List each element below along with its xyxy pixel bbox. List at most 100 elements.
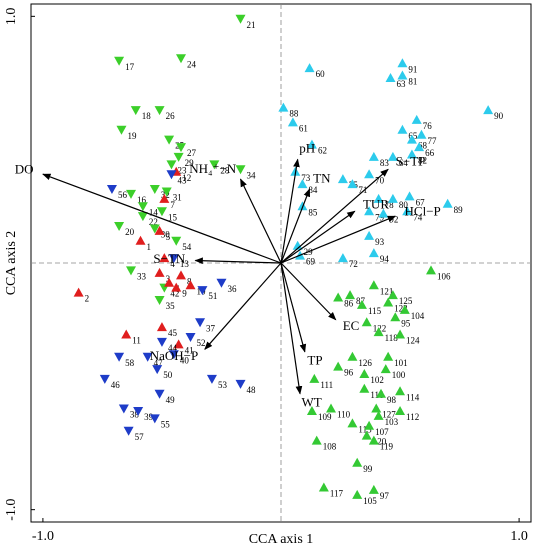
site-label: 112 (406, 412, 419, 422)
site-label: 105 (363, 496, 377, 506)
site-point (185, 280, 196, 290)
site-point (356, 299, 367, 309)
site-label: 12 (182, 173, 191, 183)
site-point (106, 185, 117, 194)
site-label: 93 (375, 237, 385, 247)
site-label: 117 (330, 489, 344, 499)
site-label: 96 (344, 368, 354, 378)
site-point (154, 296, 165, 305)
site-label: 80 (399, 200, 409, 210)
site-label: 1 (147, 242, 152, 252)
site-label: 104 (411, 311, 425, 321)
site-label: 33 (137, 271, 147, 281)
site-label: 95 (401, 318, 411, 328)
site-point (364, 206, 375, 216)
site-point (361, 317, 372, 327)
site-point (173, 339, 184, 349)
site-label: 44 (168, 343, 178, 353)
site-point (364, 420, 375, 430)
site-point (176, 143, 186, 153)
vector-label: DO (15, 162, 34, 177)
site-point (373, 327, 384, 337)
site-label: 85 (308, 207, 318, 217)
vector-label: TN (313, 171, 331, 186)
vector-arrow (204, 262, 282, 350)
site-label: 61 (299, 123, 308, 133)
site-point (206, 374, 217, 384)
site-label: 20 (125, 227, 135, 237)
vector-label: S−TN (153, 251, 186, 266)
site-point (154, 106, 165, 116)
site-label: 22 (149, 217, 158, 227)
site-label: 76 (423, 121, 433, 131)
site-point (166, 170, 177, 180)
site-point (373, 410, 384, 420)
site-point (373, 193, 384, 203)
site-label: 87 (356, 296, 366, 306)
site-label: 43 (177, 175, 187, 185)
site-label: 98 (387, 395, 397, 405)
site-point (359, 383, 370, 393)
site-label: 90 (494, 111, 504, 121)
site-point (176, 54, 186, 64)
site-label: 39 (144, 412, 154, 422)
site-point (306, 139, 317, 149)
vector-arrow (280, 168, 389, 264)
site-point (395, 329, 406, 339)
site-label: 77 (427, 136, 437, 146)
site-label: 56 (118, 190, 128, 200)
site-label: 88 (289, 109, 299, 119)
site-label: 103 (385, 417, 399, 427)
site-label: 99 (363, 464, 373, 474)
site-point (378, 208, 389, 218)
site-point (347, 418, 358, 428)
x-axis-label: CCA axis 1 (249, 532, 314, 547)
site-point (130, 106, 141, 116)
y-tick-label: -1.0 (4, 499, 19, 521)
site-label: 81 (408, 77, 417, 87)
site-label: 94 (380, 254, 390, 264)
site-point (235, 379, 246, 389)
site-label: 57 (135, 432, 145, 442)
site-label: 55 (161, 419, 171, 429)
site-label: 52 (197, 338, 206, 348)
vector-label: WT (301, 395, 321, 410)
site-label: 86 (344, 299, 354, 309)
site-label: 47 (154, 358, 164, 368)
site-point (406, 134, 417, 144)
site-label: 2 (85, 294, 90, 304)
site-label: 11 (132, 336, 141, 346)
site-label: 28 (220, 165, 230, 175)
site-point (159, 253, 170, 263)
site-label: 48 (247, 385, 257, 395)
site-label: 70 (375, 175, 385, 185)
site-point (278, 102, 289, 112)
site-point (311, 435, 322, 445)
site-point (387, 290, 398, 300)
site-point (326, 403, 336, 413)
site-label: 125 (399, 296, 413, 306)
site-label: 7 (170, 200, 175, 210)
site-label: 32 (161, 190, 170, 200)
site-label: 34 (247, 170, 257, 180)
site-label: 27 (187, 148, 197, 158)
site-label: 41 (185, 345, 194, 355)
site-point (166, 160, 177, 170)
site-label: 9 (182, 289, 187, 299)
site-label: 116 (370, 390, 384, 400)
site-label: 60 (316, 69, 326, 79)
site-label: 127 (382, 410, 396, 420)
site-label: 14 (149, 207, 159, 217)
site-point (442, 198, 453, 208)
site-point (383, 297, 394, 307)
site-point (133, 407, 144, 416)
site-label: 26 (166, 111, 176, 121)
vector-label: S−TP (396, 154, 426, 169)
site-point (368, 435, 379, 445)
site-label: 38 (130, 410, 140, 420)
site-point (371, 403, 382, 413)
site-label: 69 (306, 257, 316, 267)
site-label: 118 (385, 333, 399, 343)
site-point (426, 265, 436, 275)
site-point (347, 351, 358, 361)
